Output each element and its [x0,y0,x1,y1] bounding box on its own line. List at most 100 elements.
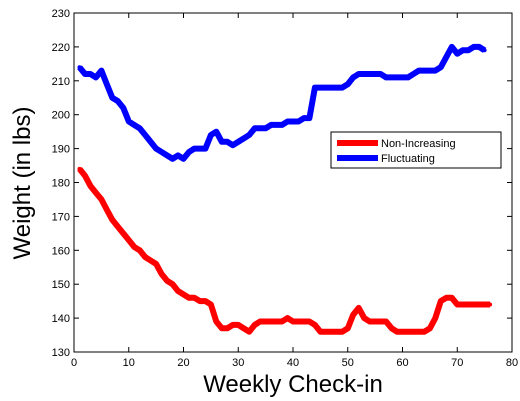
data-point-non-increasing [285,316,290,321]
data-point-non-increasing [126,238,131,243]
data-point-fluctuating [203,146,208,151]
data-point-fluctuating [378,72,383,76]
data-point-non-increasing [274,319,279,324]
data-point-non-increasing [219,326,224,331]
data-point-non-increasing [351,312,356,317]
data-point-non-increasing [280,319,284,324]
y-tick-label: 190 [52,144,70,156]
legend: Non-Increasing Fluctuating [330,131,502,169]
data-point-fluctuating [345,82,350,87]
legend-label-non-increasing: Non-Increasing [381,138,456,150]
data-point-fluctuating [110,95,115,100]
data-point-non-increasing [449,295,454,300]
data-point-fluctuating [422,68,427,73]
x-tick-label: 30 [232,357,244,369]
data-point-non-increasing [170,282,175,287]
data-point-non-increasing [121,231,126,236]
x-tick-label: 40 [287,357,299,369]
data-point-fluctuating [427,68,432,73]
x-tick-label: 20 [177,357,189,369]
data-point-fluctuating [389,75,394,80]
data-point-non-increasing [334,329,339,334]
data-point-non-increasing [181,292,186,297]
y-tick-label: 160 [52,245,70,257]
data-point-non-increasing [99,197,104,202]
data-point-non-increasing [329,329,334,334]
data-point-non-increasing [252,322,257,327]
data-point-non-increasing [291,319,295,324]
data-point-fluctuating [280,122,284,127]
y-tick-label: 170 [52,211,70,223]
data-point-fluctuating [236,139,241,144]
data-point-fluctuating [351,75,356,80]
data-point-fluctuating [247,133,252,137]
data-point-non-increasing [148,258,153,263]
data-point-fluctuating [192,146,197,151]
data-point-non-increasing [302,319,306,324]
y-tick-label: 130 [52,347,70,359]
data-point-non-increasing [312,322,317,327]
data-point-fluctuating [197,146,202,151]
data-point-fluctuating [384,75,389,80]
data-point-non-increasing [323,329,328,334]
x-tick-label: 10 [123,357,135,369]
y-tick-label: 180 [52,178,70,190]
data-point-non-increasing [258,319,263,324]
data-point-fluctuating [312,85,317,90]
x-axis-ticks: 0 10 20 30 40 50 60 70 80 [71,13,518,369]
data-point-non-increasing [455,302,460,307]
data-point-non-increasing [416,329,421,334]
data-point-fluctuating [241,136,246,141]
data-point-fluctuating [302,116,306,121]
data-point-fluctuating [121,105,126,110]
data-point-fluctuating [176,153,180,158]
data-point-non-increasing [110,217,115,222]
data-point-non-increasing [433,316,438,321]
data-point-non-increasing [395,329,399,334]
data-point-non-increasing [400,329,405,334]
data-point-fluctuating [296,119,301,124]
x-tick-label: 0 [71,357,77,369]
data-point-non-increasing [318,329,323,334]
data-point-fluctuating [406,75,410,80]
data-point-fluctuating [83,72,87,76]
data-point-fluctuating [367,72,372,76]
data-point-fluctuating [362,72,367,76]
data-point-fluctuating [263,126,268,131]
data-point-non-increasing [340,329,345,334]
data-point-fluctuating [219,139,224,144]
data-point-fluctuating [329,85,334,90]
data-point-fluctuating [477,44,482,49]
y-tick-label: 220 [52,42,70,54]
data-point-non-increasing [488,302,493,307]
data-point-non-increasing [104,207,109,212]
data-point-non-increasing [154,261,159,266]
data-point-fluctuating [148,139,153,144]
data-point-fluctuating [466,48,471,53]
data-point-non-increasing [88,183,93,188]
series-layer [77,43,493,335]
data-point-non-increasing [247,329,252,334]
data-point-fluctuating [187,150,191,154]
x-tick-label: 80 [506,357,518,369]
data-point-fluctuating [471,44,476,49]
data-point-fluctuating [416,68,421,73]
data-point-non-increasing [263,319,268,324]
data-point-fluctuating [208,133,213,137]
y-axis-ticks: 130 140 150 160 170 180 190 200 210 220 230 [52,8,512,359]
legend-box [330,131,502,169]
data-point-non-increasing [378,319,383,324]
data-point-non-increasing [159,272,164,276]
data-point-non-increasing [137,248,142,253]
data-point-fluctuating [307,116,312,121]
data-point-non-increasing [482,302,487,307]
data-point-fluctuating [334,85,339,90]
data-point-non-increasing [411,329,416,334]
data-point-non-increasing [477,302,482,307]
data-point-non-increasing [389,326,394,331]
data-point-non-increasing [269,319,274,324]
data-point-non-increasing [362,316,367,321]
data-point-fluctuating [455,51,460,56]
data-point-fluctuating [482,48,487,53]
data-point-fluctuating [252,126,257,131]
